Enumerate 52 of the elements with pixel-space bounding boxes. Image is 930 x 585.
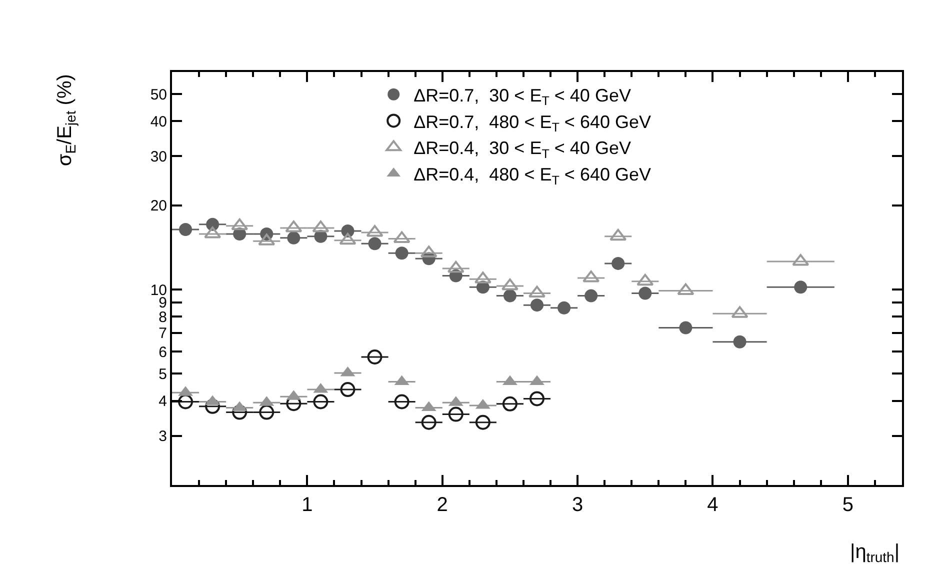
point <box>679 321 692 334</box>
point <box>558 301 571 314</box>
point <box>794 280 808 294</box>
y-tick-label: 4 <box>158 393 167 410</box>
y-tick-label: 20 <box>150 198 167 215</box>
point <box>530 391 544 406</box>
point <box>313 394 328 410</box>
point <box>367 349 382 364</box>
y-tick-label: 40 <box>150 113 167 130</box>
point <box>259 404 274 420</box>
point <box>584 289 598 302</box>
y-tick-label: 3 <box>158 428 167 446</box>
x-tick-label: 4 <box>707 494 718 516</box>
y-tick-label: 50 <box>150 86 167 104</box>
x-tick-label: 3 <box>572 494 584 516</box>
point <box>733 335 746 348</box>
point <box>677 283 694 296</box>
point <box>287 231 300 244</box>
point <box>421 414 436 430</box>
x-tick-label: 1 <box>302 494 313 516</box>
legend-label: ΔR=0.7, 30 < E$_{T}$ < 40 GeV <box>414 85 631 108</box>
point <box>231 218 248 230</box>
legend-label: ΔR=0.4, 480 < E$_{T}$ < 640 GeV <box>414 164 652 188</box>
point <box>339 232 356 245</box>
legend-label: ΔR=0.4, 30 < E$_{T}$ < 40 GeV <box>414 138 631 161</box>
x-axis-title: |η$_{truth}$| <box>850 541 900 566</box>
y-tick-label: 6 <box>158 344 167 361</box>
point <box>475 414 490 430</box>
point <box>232 404 248 420</box>
point <box>503 289 516 302</box>
point <box>395 246 408 260</box>
point <box>638 286 652 300</box>
point <box>530 298 544 312</box>
point <box>501 278 518 290</box>
x-tick-label: 2 <box>436 494 448 516</box>
y-tick-label: 5 <box>158 366 167 383</box>
point <box>636 274 654 286</box>
point <box>178 394 194 410</box>
point <box>368 237 382 250</box>
y-tick-label: 30 <box>150 148 167 166</box>
y-tick-label: 7 <box>158 325 167 342</box>
point <box>610 228 627 241</box>
point <box>448 406 464 422</box>
x-tick-label: 5 <box>842 494 854 516</box>
point <box>394 394 410 410</box>
point <box>340 382 356 398</box>
legend-label: ΔR=0.7, 480 < E$_{T}$ < 640 GeV <box>414 112 652 135</box>
point <box>502 396 518 412</box>
point <box>612 256 625 270</box>
point <box>205 398 220 414</box>
point <box>179 223 192 236</box>
point <box>447 260 464 273</box>
